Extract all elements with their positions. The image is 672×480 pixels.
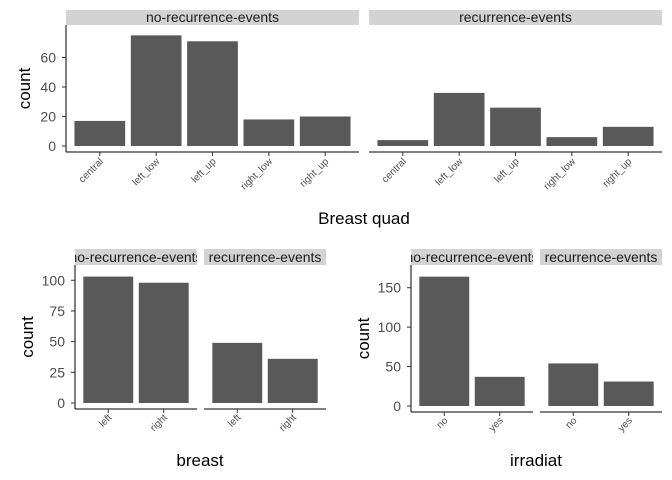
facet-2: recurrence-events central left_low left_up r…: [369, 9, 662, 193]
x-tick-label: no: [564, 415, 580, 431]
bar: [138, 282, 189, 403]
x-tick-label: left_up: [190, 156, 219, 185]
x-axis-title: breast: [176, 451, 224, 470]
bar: [299, 116, 351, 146]
y-tick-label: 40: [40, 79, 56, 95]
y-tick-label: 25: [49, 364, 65, 380]
bar: [546, 137, 598, 146]
x-tick-label: central: [77, 156, 106, 185]
x-tick-label: left_low: [131, 156, 163, 188]
x-tick-label: left_up: [493, 156, 522, 185]
x-tick-label: left: [226, 412, 243, 429]
y-tick-label: 20: [40, 109, 56, 125]
facet-strip-label: recurrence-events: [545, 249, 658, 265]
bar: [377, 140, 429, 146]
facet-strip: [204, 249, 326, 265]
x-tick-label: right: [277, 412, 299, 434]
y-tick-label: 100: [378, 319, 402, 335]
bar: [419, 276, 470, 406]
facet-1: no-recurrence-events no yes: [405, 249, 538, 434]
facet-strip-label: no-recurrence-events: [405, 249, 538, 265]
chart-2: 0 25 50 75 100 count breast no-recurrence-event…: [18, 249, 326, 470]
facet-strip-label: no-recurrence-events: [69, 249, 202, 265]
y-tick-label: 60: [40, 50, 56, 66]
bar: [490, 107, 541, 146]
bar: [74, 120, 126, 146]
facet-strip: [411, 249, 533, 265]
bar: [83, 276, 134, 403]
bar: [548, 363, 599, 406]
facet-strip-label: no-recurrence-events: [146, 9, 279, 25]
bar: [433, 92, 485, 146]
facet-strip: [540, 249, 662, 265]
bar: [212, 342, 263, 403]
bar: [187, 41, 238, 146]
x-axis-title: Breast quad: [318, 209, 410, 228]
facet-strip: [75, 249, 197, 265]
x-tick-label: right: [148, 412, 170, 434]
y-tick-label: 0: [393, 398, 401, 414]
y-tick-label: 75: [49, 303, 65, 319]
chart-3: 0 50 100 150 count irradiat no-recurrence-even…: [354, 249, 662, 470]
y-tick-label: 150: [378, 280, 402, 296]
x-tick-label: left: [97, 412, 114, 429]
y-axis-title: count: [354, 317, 373, 359]
x-tick-label: left_low: [434, 156, 466, 188]
facet-1: no-recurrence-events central left_low left_…: [66, 9, 359, 193]
facet-strip-label: recurrence-events: [209, 249, 322, 265]
facet-2: recurrence-events no yes: [540, 249, 662, 434]
facet-1: no-recurrence-events left right: [69, 249, 202, 434]
x-tick-label: right_low: [239, 156, 276, 193]
facet-strip-label: recurrence-events: [459, 9, 572, 25]
x-tick-label: right_up: [298, 156, 332, 190]
bar: [603, 381, 654, 406]
x-tick-label: yes: [487, 415, 506, 434]
x-tick-label: right_low: [542, 156, 579, 193]
bar: [602, 126, 654, 146]
x-tick-label: right_up: [601, 156, 635, 190]
y-tick-label: 50: [385, 359, 401, 375]
y-tick-label: 0: [48, 138, 56, 154]
y-tick-label: 50: [49, 334, 65, 350]
y-axis-title: count: [15, 67, 34, 109]
facet-strip: [369, 10, 662, 25]
bar: [267, 358, 318, 403]
facet-2: recurrence-events left right: [204, 249, 326, 434]
x-axis-title: irradiat: [510, 451, 562, 470]
facet-strip: [66, 10, 359, 25]
chart-1: 0 20 40 60 count Breast quad no-recurrence-eve…: [15, 9, 662, 228]
x-tick-label: central: [380, 156, 409, 185]
bar: [243, 119, 295, 146]
y-tick-label: 0: [57, 395, 65, 411]
x-tick-label: yes: [616, 415, 635, 434]
x-tick-label: no: [435, 415, 451, 431]
bar: [130, 35, 182, 146]
y-tick-label: 100: [42, 272, 66, 288]
y-axis-title: count: [18, 316, 37, 358]
bar: [474, 376, 525, 406]
